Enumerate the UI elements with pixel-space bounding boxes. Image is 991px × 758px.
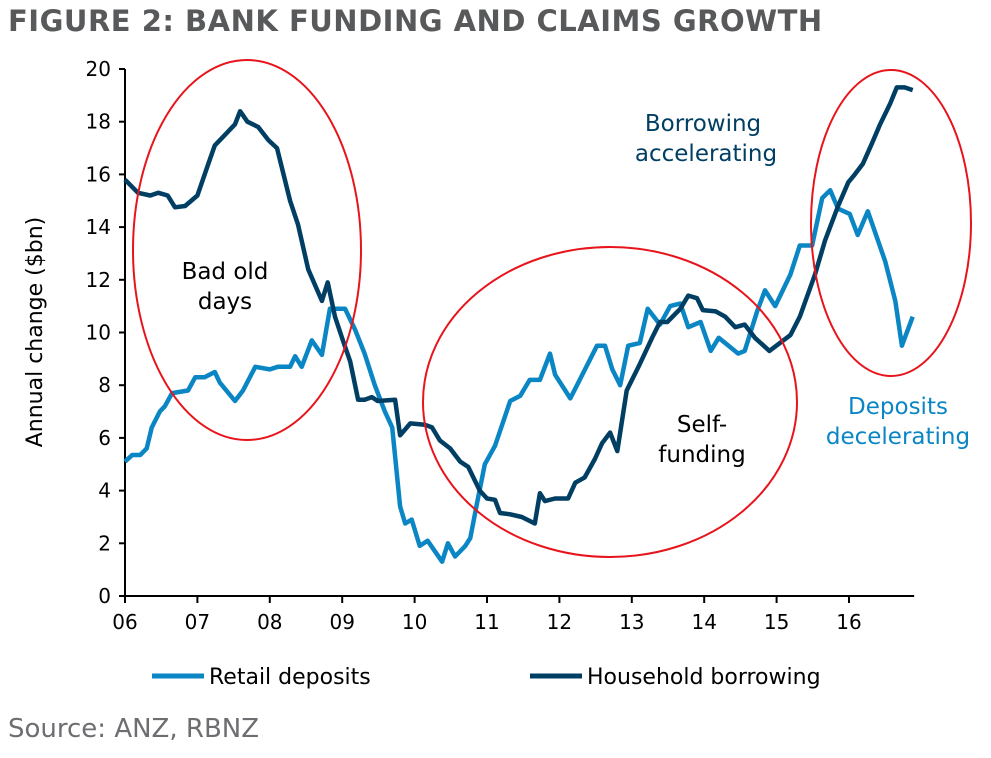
ellipse-self-funding [422,246,798,558]
annotation-line: funding [658,442,745,468]
annotation-line: Deposits [848,394,948,420]
series-line-household-borrowing [123,85,914,526]
y-tick-label: 18 [86,110,111,134]
annotation-line: days [198,289,252,315]
legend: Retail deposits Household borrowing [152,665,821,690]
x-tick-label: 13 [619,610,644,634]
legend-label-household: Household borrowing [587,665,821,690]
annotation-line: Bad old [182,259,269,285]
x-tick-label: 10 [402,610,427,634]
y-tick-label: 16 [86,162,111,186]
y-tick-label: 10 [86,321,111,345]
source-note: Source: ANZ, RBNZ [8,714,260,744]
y-tick-label: 4 [98,479,111,503]
x-tick-label: 12 [547,610,572,634]
x-tick-label: 09 [329,610,354,634]
y-tick-label: 6 [98,426,111,450]
x-tick-label: 16 [836,610,861,634]
y-tick-label: 12 [86,268,111,292]
x-tick-label: 15 [764,610,789,634]
series-line-retail-deposits [123,187,915,564]
annotation-line: Self- [677,412,727,438]
annotation-bad-old-days: Bad old days [182,259,269,315]
x-tick-label: 08 [257,610,282,634]
annotation-deposits: Deposits decelerating [826,394,970,450]
x-tick-label: 07 [185,610,210,634]
annotation-line: accelerating [635,141,777,167]
x-tick-label: 14 [691,610,716,634]
x-tick-label: 11 [474,610,499,634]
y-tick-label: 20 [86,57,111,81]
legend-label-retail: Retail deposits [209,665,371,690]
x-tick-label: 06 [112,610,137,634]
ellipse-bad-old-days [132,59,362,441]
y-tick-label: 14 [86,215,111,239]
annotation-line: Borrowing [645,111,761,137]
y-tick-label: 0 [98,584,111,608]
chart-title: FIGURE 2: BANK FUNDING AND CLAIMS GROWTH [8,4,823,38]
ellipse-recent [810,69,972,377]
annotation-borrowing: Borrowing accelerating [635,111,777,167]
y-tick-label: 8 [98,373,111,397]
y-tick-label: 2 [98,531,111,555]
annotation-self-funding: Self- funding [658,412,745,468]
y-axis-label: Annual change ($bn) [23,217,48,448]
annotation-line: decelerating [826,424,970,450]
